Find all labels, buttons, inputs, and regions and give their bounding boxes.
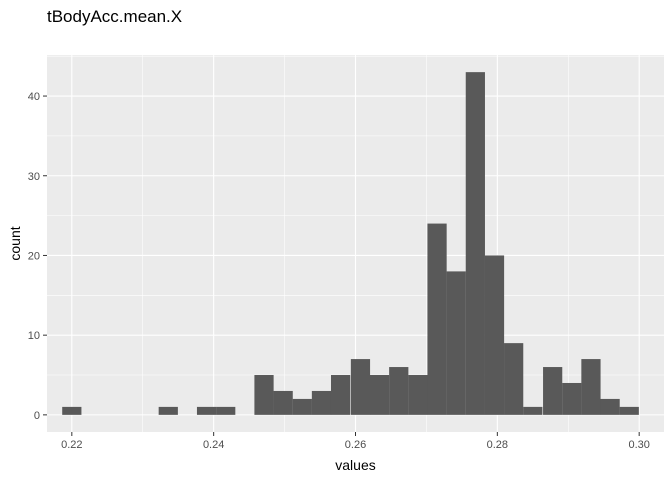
- histogram-bar: [408, 375, 428, 415]
- histogram-bar: [292, 398, 312, 415]
- chart-title: tBodyAcc.mean.X: [47, 7, 183, 26]
- histogram-bar: [619, 406, 639, 415]
- y-tick-label: 30: [28, 171, 40, 183]
- histogram-bar: [600, 398, 620, 415]
- histogram-bar: [370, 375, 390, 415]
- y-tick-label: 0: [34, 410, 40, 422]
- histogram-bar: [273, 390, 293, 415]
- histogram-bar: [446, 271, 466, 415]
- x-tick-label: 0.28: [487, 439, 508, 451]
- histogram-bar: [581, 359, 601, 415]
- x-tick-label: 0.30: [628, 439, 649, 451]
- histogram-bar: [350, 359, 371, 415]
- histogram-bar: [196, 406, 217, 415]
- histogram-bar: [389, 367, 409, 415]
- x-axis: 0.22 0.24 0.26 0.28 0.30: [61, 432, 650, 451]
- y-axis: 0 10 20 30 40: [28, 91, 47, 422]
- histogram-bar: [216, 406, 236, 415]
- histogram-bar: [427, 223, 447, 415]
- histogram-bar: [254, 375, 274, 415]
- histogram-bar: [158, 406, 178, 415]
- y-tick-label: 40: [28, 91, 40, 103]
- histogram-bar: [523, 406, 543, 415]
- histogram-bar: [311, 390, 332, 415]
- y-tick-label: 10: [28, 330, 40, 342]
- histogram-bar: [562, 382, 582, 415]
- histogram-bar: [543, 367, 563, 415]
- x-tick-label: 0.22: [61, 439, 82, 451]
- x-axis-title: values: [335, 457, 375, 473]
- histogram-bar: [62, 406, 82, 415]
- histogram-bar: [330, 375, 351, 415]
- histogram-bar: [504, 343, 524, 415]
- histogram-bar: [465, 72, 485, 415]
- x-tick-label: 0.26: [345, 439, 366, 451]
- y-tick-label: 20: [28, 250, 40, 262]
- histogram-bars: [62, 72, 639, 415]
- y-axis-title: count: [7, 226, 23, 260]
- x-tick-label: 0.24: [203, 439, 224, 451]
- histogram-bar: [484, 255, 505, 415]
